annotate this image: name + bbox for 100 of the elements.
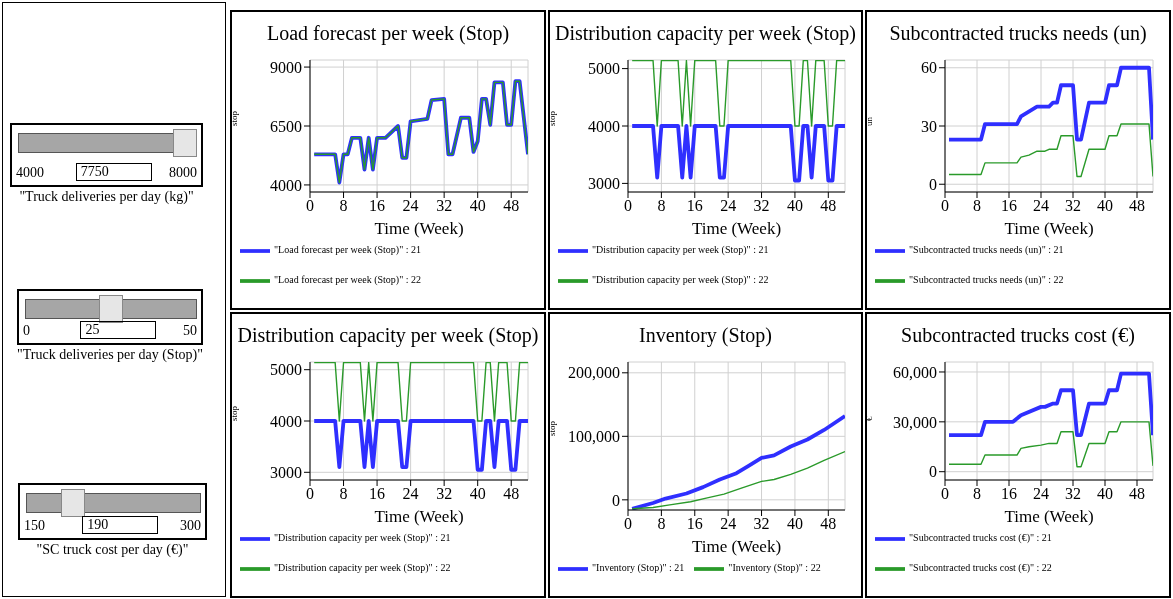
x-tick-label: 48 — [503, 485, 520, 503]
x-tick-label: 0 — [306, 197, 314, 215]
y-tick-label: 0 — [929, 175, 937, 193]
x-axis-title: Time (Week) — [1004, 507, 1094, 526]
chart-title: Distribution capacity per week (Stop) — [554, 22, 857, 47]
text: "Truck deliveries per day (Stop)" — [17, 347, 203, 363]
legend-label: "Subcontracted trucks cost (€)" : 21 — [909, 532, 1052, 544]
x-tick-label: 40 — [1097, 197, 1113, 215]
y-axis-title: stop — [229, 405, 240, 421]
x-tick-label: 32 — [1065, 485, 1081, 503]
x-tick-label: 8 — [973, 485, 981, 503]
x-axis-title: Time (Week) — [374, 219, 464, 238]
x-tick-label: 32 — [436, 197, 453, 215]
x-tick-label: 40 — [1097, 485, 1113, 503]
x-tick-label: 24 — [1033, 485, 1049, 503]
legend-label: "Subcontracted trucks cost (€)" : 22 — [909, 562, 1052, 574]
x-tick-label: 0 — [941, 197, 949, 215]
x-tick-label: 24 — [1033, 197, 1049, 215]
legend-label: "Inventory (Stop)" : 21 — [592, 562, 685, 574]
legend-label: "Distribution capacity per week (Stop)" : 22 — [274, 562, 451, 574]
x-tick-label: 40 — [469, 197, 486, 215]
text: 4000 — [16, 165, 44, 181]
legend-label: "Distribution capacity per week (Stop)" : 21 — [592, 244, 769, 256]
y-tick-label: 3000 — [588, 175, 620, 193]
text: 8000 — [169, 165, 197, 181]
legend-label: "Load forecast per week (Stop)" : 21 — [274, 244, 422, 256]
chart-title: Load forecast per week (Stop) — [265, 22, 511, 47]
x-tick-label: 32 — [753, 197, 770, 215]
x-axis-title: Time (Week) — [691, 219, 782, 238]
y-tick-label: 0 — [929, 463, 937, 481]
x-tick-label: 8 — [973, 197, 981, 215]
text: 190 — [82, 516, 159, 534]
x-tick-label: 40 — [786, 197, 803, 215]
x-tick-label: 8 — [339, 197, 348, 215]
x-tick-label: 16 — [369, 197, 386, 215]
x-tick-label: 48 — [1129, 485, 1145, 503]
y-axis-title: stop — [547, 110, 558, 126]
x-tick-label: 16 — [1001, 485, 1017, 503]
y-tick-label: 3000 — [270, 463, 302, 481]
x-tick-label: 8 — [657, 515, 666, 533]
y-tick-label: 4000 — [270, 176, 302, 194]
y-axis-title: € — [864, 416, 875, 421]
x-tick-label: 0 — [306, 485, 314, 503]
y-tick-label: 9000 — [270, 58, 302, 76]
x-tick-label: 24 — [402, 197, 419, 215]
x-tick-label: 8 — [339, 485, 348, 503]
y-tick-label: 100,000 — [568, 428, 620, 445]
x-tick-label: 48 — [820, 197, 837, 215]
x-tick-label: 48 — [820, 515, 837, 533]
chart-title: Distribution capacity per week (Stop) — [236, 324, 540, 349]
y-tick-label: 60,000 — [893, 363, 937, 381]
x-tick-label: 48 — [503, 197, 520, 215]
x-axis-title: Time (Week) — [691, 537, 782, 556]
x-tick-label: 24 — [720, 515, 737, 533]
chart-title: Subcontracted trucks cost (€) — [900, 324, 1136, 349]
legend-label: "Subcontracted trucks needs (un)" : 22 — [909, 274, 1064, 286]
x-tick-label: 24 — [720, 197, 737, 215]
x-tick-label: 32 — [1065, 197, 1081, 215]
x-tick-label: 8 — [657, 197, 666, 215]
x-tick-label: 16 — [1001, 197, 1017, 215]
x-tick-label: 32 — [753, 515, 770, 533]
x-tick-label: 0 — [624, 197, 632, 215]
x-tick-label: 16 — [686, 515, 703, 533]
text: 150 — [24, 518, 45, 534]
y-axis-title: stop — [229, 110, 240, 126]
chart-title: Subcontracted trucks needs (un) — [888, 22, 1148, 46]
x-tick-label: 48 — [1129, 197, 1145, 215]
chart-title: Inventory (Stop) — [638, 324, 773, 349]
x-tick-label: 24 — [402, 485, 419, 503]
y-tick-label: 60 — [921, 59, 937, 77]
y-tick-label: 5000 — [270, 361, 302, 379]
text: 25 — [80, 321, 157, 339]
x-tick-label: 0 — [941, 485, 949, 503]
x-tick-label: 0 — [624, 515, 632, 533]
y-tick-label: 30 — [921, 117, 937, 135]
text: 300 — [180, 518, 201, 534]
y-tick-label: 30,000 — [893, 413, 937, 431]
x-axis-title: Time (Week) — [1004, 219, 1094, 238]
y-tick-label: 6500 — [270, 117, 302, 135]
legend-label: "Subcontracted trucks needs (un)" : 21 — [909, 244, 1064, 256]
x-tick-label: 32 — [436, 485, 453, 503]
y-tick-label: 5000 — [588, 60, 620, 78]
text: "Truck deliveries per day (kg)" — [18, 189, 195, 205]
text: 0 — [23, 323, 30, 339]
text: 50 — [183, 323, 197, 339]
x-tick-label: 16 — [686, 197, 703, 215]
legend-label: "Distribution capacity per week (Stop)" : 22 — [592, 274, 769, 286]
y-tick-label: 200,000 — [568, 364, 620, 382]
y-axis-title: un — [864, 116, 875, 126]
text: "SC truck cost per day (€)" — [35, 542, 190, 558]
y-tick-label: 4000 — [270, 412, 302, 430]
x-tick-label: 16 — [369, 485, 386, 503]
legend-label: "Inventory (Stop)" : 22 — [728, 562, 821, 574]
legend-label: "Load forecast per week (Stop)" : 22 — [274, 274, 422, 286]
x-tick-label: 40 — [469, 485, 486, 503]
x-axis-title: Time (Week) — [374, 507, 464, 526]
text: 7750 — [75, 163, 152, 181]
x-tick-label: 40 — [786, 515, 803, 533]
y-tick-label: 4000 — [588, 117, 620, 135]
legend-label: "Distribution capacity per week (Stop)" : 21 — [274, 532, 451, 544]
